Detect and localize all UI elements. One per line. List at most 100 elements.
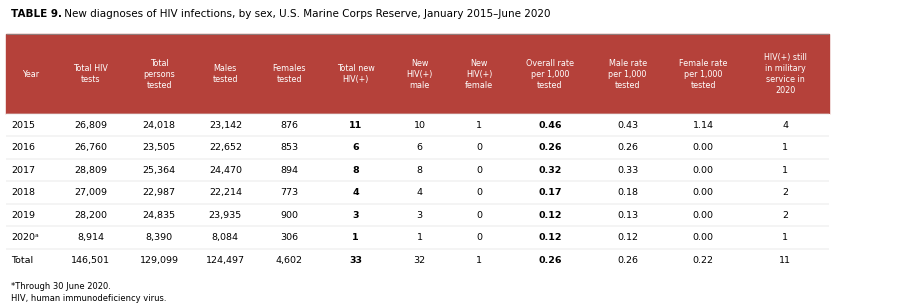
Text: 0.46: 0.46 [538,121,562,130]
Text: 0.43: 0.43 [617,121,638,130]
Text: 0: 0 [476,233,482,242]
Bar [6,35,829,114]
Text: 0.26: 0.26 [617,143,638,152]
Text: 22,987: 22,987 [142,188,175,197]
Text: 23,935: 23,935 [209,211,242,220]
Text: *Through 30 June 2020.
HIV, human immunodeficiency virus.: *Through 30 June 2020. HIV, human immuno… [10,282,166,303]
Text: 8: 8 [352,166,359,175]
Text: 8,914: 8,914 [77,233,104,242]
Text: 4: 4 [416,188,423,197]
Text: 32: 32 [414,256,425,265]
Text: 0.26: 0.26 [538,143,562,152]
Text: 773: 773 [281,188,298,197]
Text: 0: 0 [476,188,482,197]
Text: 146,501: 146,501 [71,256,110,265]
Text: 306: 306 [281,233,298,242]
Text: 1: 1 [476,256,482,265]
Text: New
HIV(+)
male: New HIV(+) male [406,58,433,90]
Text: Total new
HIV(+): Total new HIV(+) [337,64,374,84]
Text: 2019: 2019 [11,211,36,220]
Bar [6,249,829,271]
Text: 24,018: 24,018 [142,121,175,130]
Text: 4: 4 [352,188,359,197]
Text: 0.00: 0.00 [692,233,713,242]
Text: 1: 1 [416,233,423,242]
Bar [6,181,829,204]
Text: 2: 2 [782,188,789,197]
Text: 22,652: 22,652 [209,143,242,152]
Text: 900: 900 [281,211,298,220]
Text: 4: 4 [782,121,789,130]
Text: 8: 8 [416,166,423,175]
Text: 8,390: 8,390 [146,233,172,242]
Text: 2020ᵃ: 2020ᵃ [11,233,39,242]
Text: 0.22: 0.22 [692,256,713,265]
Text: 2018: 2018 [11,188,36,197]
Text: 4,602: 4,602 [276,256,303,265]
Text: 1: 1 [782,143,789,152]
Text: Year: Year [23,70,39,79]
Bar [6,204,829,226]
Text: 2015: 2015 [11,121,36,130]
Text: 2: 2 [782,211,789,220]
Text: 0: 0 [476,166,482,175]
Text: 33: 33 [349,256,362,265]
Text: 10: 10 [414,121,425,130]
Text: New diagnoses of HIV infections, by sex, U.S. Marine Corps Reserve, January 2015: New diagnoses of HIV infections, by sex,… [61,9,550,19]
Text: 24,835: 24,835 [142,211,176,220]
Text: 1.14: 1.14 [692,121,713,130]
Text: TABLE 9.: TABLE 9. [10,9,61,19]
Text: 3: 3 [416,211,423,220]
Text: 1: 1 [782,233,789,242]
Text: 0.32: 0.32 [538,166,561,175]
Text: Total
persons
tested: Total persons tested [143,58,175,90]
Text: Female rate
per 1,000
tested: Female rate per 1,000 tested [679,58,727,90]
Text: 0.00: 0.00 [692,143,713,152]
Text: 876: 876 [281,121,298,130]
Text: 0.18: 0.18 [617,188,638,197]
Text: 1: 1 [782,166,789,175]
Bar [6,114,829,136]
Bar [6,136,829,159]
Text: 0.12: 0.12 [538,211,562,220]
Text: 0.26: 0.26 [538,256,562,265]
Text: 0.00: 0.00 [692,211,713,220]
Text: 124,497: 124,497 [206,256,245,265]
Text: 1: 1 [476,121,482,130]
Bar [6,159,829,181]
Text: 3: 3 [352,211,359,220]
Text: 0.33: 0.33 [617,166,638,175]
Text: 0.17: 0.17 [538,188,562,197]
Text: 2017: 2017 [11,166,36,175]
Text: 11: 11 [349,121,362,130]
Text: 0.00: 0.00 [692,188,713,197]
Text: 24,470: 24,470 [209,166,242,175]
Text: HIV(+) still
in military
service in
2020: HIV(+) still in military service in 2020 [764,53,807,95]
Text: 0.00: 0.00 [692,166,713,175]
Bar [6,226,829,249]
Text: 0.13: 0.13 [617,211,638,220]
Text: Males
tested: Males tested [213,64,238,84]
Text: Male rate
per 1,000
tested: Male rate per 1,000 tested [609,58,646,90]
Text: Total: Total [11,256,34,265]
Text: 0.12: 0.12 [538,233,562,242]
Text: 2016: 2016 [11,143,36,152]
Text: 0.26: 0.26 [617,256,638,265]
Text: 23,505: 23,505 [142,143,176,152]
Text: 27,009: 27,009 [74,188,107,197]
Text: 26,760: 26,760 [74,143,107,152]
Text: 0.12: 0.12 [617,233,638,242]
Text: 0: 0 [476,143,482,152]
Text: Females
tested: Females tested [272,64,306,84]
Text: 129,099: 129,099 [139,256,179,265]
Text: 6: 6 [352,143,359,152]
Text: 23,142: 23,142 [209,121,242,130]
Text: 22,214: 22,214 [209,188,242,197]
Text: 28,809: 28,809 [74,166,107,175]
Text: 8,084: 8,084 [212,233,238,242]
Text: 28,200: 28,200 [74,211,107,220]
Text: 11: 11 [779,256,791,265]
Text: Overall rate
per 1,000
tested: Overall rate per 1,000 tested [526,58,574,90]
Text: New
HIV(+)
female: New HIV(+) female [465,58,493,90]
Text: 894: 894 [281,166,298,175]
